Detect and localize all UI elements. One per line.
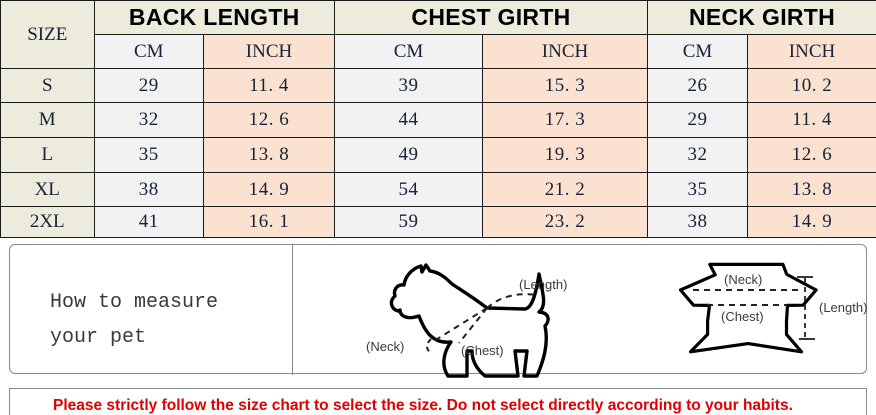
svg-text:(Neck): (Neck) (724, 272, 762, 287)
svg-text:(Length): (Length) (519, 277, 567, 292)
svg-text:(Chest): (Chest) (721, 309, 764, 324)
svg-text:(Chest): (Chest) (461, 343, 504, 358)
svg-text:(Neck): (Neck) (366, 339, 404, 354)
svg-text:(Length): (Length) (819, 300, 867, 315)
